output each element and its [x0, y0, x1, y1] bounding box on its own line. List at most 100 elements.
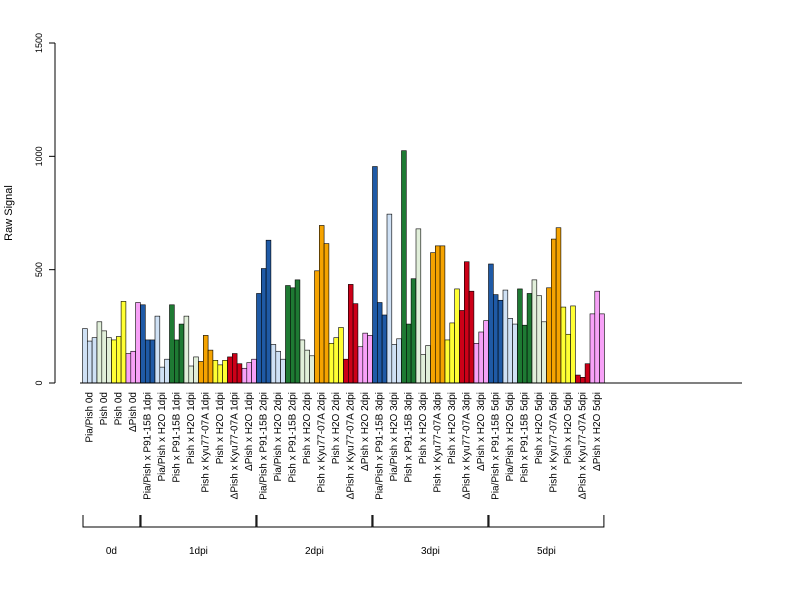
- x-tick-label: Pia/Pish 0d: [85, 392, 96, 443]
- bar: [430, 252, 436, 384]
- x-tick-label: ΔPish x H2O 1dpi: [244, 392, 255, 471]
- bar: [111, 339, 117, 384]
- x-tick-label: ΔPish x H2O 2dpi: [360, 392, 371, 471]
- x-tick-label: ΔPish 0d: [128, 392, 139, 432]
- bar: [492, 294, 499, 384]
- bar: [174, 339, 180, 384]
- bar: [599, 313, 605, 384]
- bar: [280, 358, 286, 384]
- bar: [405, 323, 412, 384]
- bar: [338, 327, 344, 384]
- group-label: 3dpi: [421, 546, 440, 557]
- bar: [410, 278, 417, 384]
- bar: [362, 332, 368, 384]
- x-tick-label: ΔPish x Kyu77-07A 2dpi: [346, 392, 357, 499]
- bar: [328, 343, 335, 384]
- bar: [579, 377, 586, 384]
- bar: [125, 353, 132, 384]
- x-tick-label: Pish x P91-15B 3dpi: [404, 392, 415, 483]
- x-tick-label: Pish x H2O 2dpi: [302, 392, 313, 464]
- x-tick-label: Pia/Pish x H2O 5dpi: [505, 392, 516, 482]
- x-tick-label: Pia/Pish x P91-15B 1dpi: [143, 392, 154, 500]
- bar: [203, 335, 209, 384]
- bar: [145, 339, 151, 384]
- bar: [178, 323, 185, 384]
- bar: [570, 305, 576, 384]
- bar: [575, 374, 581, 384]
- x-tick-label: Pia/Pish x P91-15B 2dpi: [259, 392, 270, 500]
- bar: [294, 279, 301, 384]
- bar: [546, 287, 552, 384]
- bar: [135, 302, 141, 384]
- bar: [376, 302, 383, 384]
- x-tick-label: Pia/Pish x P91-15B 3dpi: [375, 392, 386, 500]
- x-tick-label: Pish x Kyu77-07A 1dpi: [201, 392, 212, 493]
- bar: [357, 346, 364, 384]
- x-tick-label: Pish x H2O 1dpi: [215, 392, 226, 464]
- bar: [265, 239, 272, 384]
- bar: [314, 270, 320, 384]
- x-tick-label: Pia/Pish x H2O 1dpi: [157, 392, 168, 482]
- bar: [82, 328, 88, 384]
- bar: [449, 322, 455, 384]
- bar: [183, 315, 190, 384]
- bar: [91, 337, 98, 384]
- bar: [333, 337, 339, 384]
- bar: [246, 362, 252, 384]
- bar: [391, 344, 397, 384]
- x-tick-label: Pia/Pish x P91-15B 5dpi: [491, 392, 502, 500]
- bar: [594, 290, 600, 384]
- bar: [299, 339, 306, 384]
- bar: [222, 360, 228, 384]
- bar: [483, 320, 489, 384]
- bar: [318, 225, 325, 384]
- x-tick-label: ΔPish x H2O 3dpi: [476, 392, 487, 471]
- x-tick-label: Pish x P91-15B 1dpi: [172, 392, 183, 483]
- x-tick-label: ΔPish x H2O 5dpi: [592, 392, 603, 471]
- group-label: 2dpi: [305, 546, 324, 557]
- bar: [309, 355, 315, 384]
- bar: [140, 304, 146, 384]
- bar: [497, 299, 504, 384]
- bar: [256, 293, 262, 384]
- bar: [420, 354, 426, 384]
- bar: [193, 356, 199, 384]
- x-tick-label: Pish x Kyu77-07A 5dpi: [549, 392, 560, 493]
- bar: [260, 268, 267, 384]
- group-label: 5dpi: [537, 546, 556, 557]
- x-tick-label: Pish x H2O 2dpi: [331, 392, 342, 464]
- bar: [386, 213, 393, 384]
- y-tick-label: 500: [34, 262, 44, 277]
- bar: [367, 335, 373, 384]
- bar: [589, 313, 596, 384]
- bar: [468, 290, 475, 384]
- bar: [372, 166, 378, 384]
- bar: [96, 321, 103, 384]
- x-tick-label: Pish x P91-15B 2dpi: [288, 392, 299, 483]
- group-bracket: [140, 515, 257, 528]
- bar: [531, 279, 538, 384]
- bar: [584, 363, 591, 384]
- bar: [275, 350, 281, 384]
- bar: [560, 306, 567, 384]
- bar: [101, 330, 107, 384]
- bar: [169, 304, 175, 384]
- bar: [488, 263, 494, 384]
- x-tick-label: Pish 0d: [99, 392, 110, 425]
- bar: [227, 356, 233, 384]
- bar: [347, 284, 354, 384]
- bar: [536, 295, 542, 384]
- x-tick-label: Pish x H2O 1dpi: [186, 392, 197, 464]
- bar: [526, 293, 533, 384]
- bar: [555, 227, 562, 384]
- bar: [289, 287, 296, 384]
- bar: [198, 361, 204, 384]
- bar: [116, 336, 122, 384]
- bar: [154, 315, 161, 384]
- x-tick-label: ΔPish x Kyu77-07A 5dpi: [578, 392, 589, 499]
- bar: [425, 345, 431, 384]
- y-tick-label: 1500: [34, 33, 44, 53]
- bar: [159, 366, 165, 384]
- bar: [217, 364, 223, 384]
